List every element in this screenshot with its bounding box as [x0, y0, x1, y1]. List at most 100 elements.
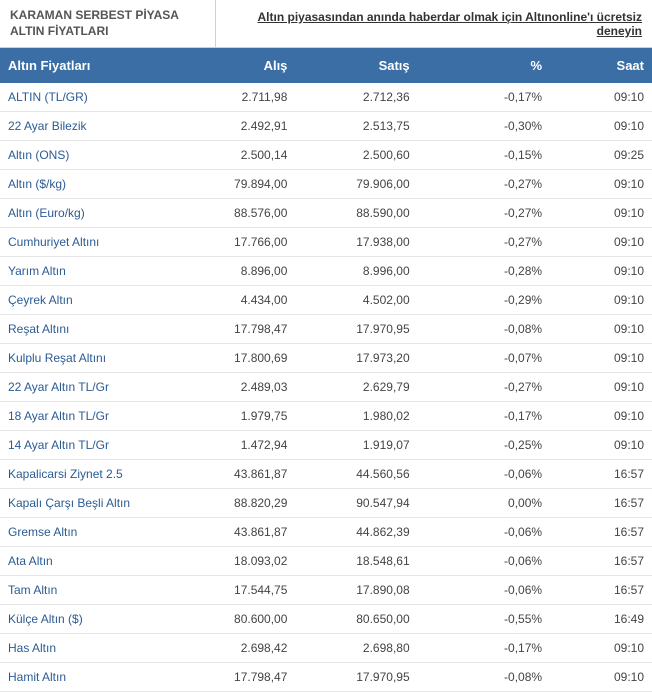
cell-sell: 2.500,60	[295, 141, 417, 170]
table-row[interactable]: 18 Ayar Altın TL/Gr1.979,751.980,02-0,17…	[0, 402, 652, 431]
cell-buy: 2.492,91	[183, 112, 295, 141]
table-row[interactable]: Tam Altın17.544,7517.890,08-0,06%16:57	[0, 576, 652, 605]
cell-sell: 18.548,61	[295, 547, 417, 576]
cell-pct: -0,29%	[418, 286, 550, 315]
cell-pct: -0,06%	[418, 460, 550, 489]
cell-pct: -0,07%	[418, 344, 550, 373]
cell-buy: 18.093,02	[183, 547, 295, 576]
promo-link[interactable]: Altın piyasasından anında haberdar olmak…	[216, 0, 652, 47]
cell-name: ALTIN (TL/GR)	[0, 83, 183, 112]
cell-buy: 2.500,14	[183, 141, 295, 170]
cell-time: 09:10	[550, 112, 652, 141]
cell-pct: -0,25%	[418, 431, 550, 460]
table-row[interactable]: Hamit Altın17.798,4717.970,95-0,08%09:10	[0, 663, 652, 692]
table-row[interactable]: Altın ($/kg)79.894,0079.906,00-0,27%09:1…	[0, 170, 652, 199]
page-title: KARAMAN SERBEST PİYASA ALTIN FİYATLARI	[0, 0, 216, 47]
cell-buy: 88.820,29	[183, 489, 295, 518]
cell-pct: -0,27%	[418, 199, 550, 228]
table-row[interactable]: Yarım Altın8.896,008.996,00-0,28%09:10	[0, 257, 652, 286]
cell-name: 22 Ayar Bilezik	[0, 112, 183, 141]
cell-pct: -0,06%	[418, 576, 550, 605]
cell-sell: 80.650,00	[295, 605, 417, 634]
table-row[interactable]: Cumhuriyet Altını17.766,0017.938,00-0,27…	[0, 228, 652, 257]
table-row[interactable]: Gremse Altın43.861,8744.862,39-0,06%16:5…	[0, 518, 652, 547]
cell-buy: 2.711,98	[183, 83, 295, 112]
cell-buy: 43.861,87	[183, 460, 295, 489]
table-row[interactable]: Reşat Altını17.798,4717.970,95-0,08%09:1…	[0, 315, 652, 344]
cell-pct: -0,30%	[418, 112, 550, 141]
table-row[interactable]: Kulplu Reşat Altını17.800,6917.973,20-0,…	[0, 344, 652, 373]
table-row[interactable]: Kapalicarsi Ziynet 2.543.861,8744.560,56…	[0, 460, 652, 489]
cell-time: 16:57	[550, 518, 652, 547]
table-row[interactable]: Altın (Euro/kg)88.576,0088.590,00-0,27%0…	[0, 199, 652, 228]
cell-sell: 17.938,00	[295, 228, 417, 257]
cell-sell: 79.906,00	[295, 170, 417, 199]
cell-sell: 4.502,00	[295, 286, 417, 315]
cell-time: 16:57	[550, 547, 652, 576]
col-name: Altın Fiyatları	[0, 48, 183, 83]
cell-time: 09:10	[550, 199, 652, 228]
col-sell: Satış	[295, 48, 417, 83]
table-row[interactable]: ALTIN (TL/GR)2.711,982.712,36-0,17%09:10	[0, 83, 652, 112]
cell-sell: 2.698,80	[295, 634, 417, 663]
col-pct: %	[418, 48, 550, 83]
table-row[interactable]: 14 Ayar Altın TL/Gr1.472,941.919,07-0,25…	[0, 431, 652, 460]
cell-pct: -0,27%	[418, 228, 550, 257]
table-row[interactable]: Çeyrek Altın4.434,004.502,00-0,29%09:10	[0, 286, 652, 315]
cell-time: 16:57	[550, 576, 652, 605]
table-row[interactable]: 22 Ayar Altın TL/Gr2.489,032.629,79-0,27…	[0, 373, 652, 402]
table-row[interactable]: 22 Ayar Bilezik2.492,912.513,75-0,30%09:…	[0, 112, 652, 141]
cell-name: Has Altın	[0, 634, 183, 663]
cell-sell: 1.980,02	[295, 402, 417, 431]
cell-name: Yarım Altın	[0, 257, 183, 286]
cell-sell: 17.970,95	[295, 315, 417, 344]
cell-time: 16:57	[550, 489, 652, 518]
cell-buy: 17.798,47	[183, 663, 295, 692]
cell-pct: -0,08%	[418, 663, 550, 692]
cell-name: 14 Ayar Altın TL/Gr	[0, 431, 183, 460]
cell-buy: 2.489,03	[183, 373, 295, 402]
table-row[interactable]: Külçe Altın ($)80.600,0080.650,00-0,55%1…	[0, 605, 652, 634]
cell-buy: 17.798,47	[183, 315, 295, 344]
cell-buy: 43.861,87	[183, 518, 295, 547]
table-row[interactable]: Has Altın2.698,422.698,80-0,17%09:10	[0, 634, 652, 663]
cell-pct: -0,17%	[418, 634, 550, 663]
col-time: Saat	[550, 48, 652, 83]
cell-time: 09:10	[550, 286, 652, 315]
cell-name: Altın (Euro/kg)	[0, 199, 183, 228]
cell-name: Reşat Altını	[0, 315, 183, 344]
cell-time: 09:10	[550, 170, 652, 199]
table-row[interactable]: Ata Altın18.093,0218.548,61-0,06%16:57	[0, 547, 652, 576]
cell-buy: 17.544,75	[183, 576, 295, 605]
cell-buy: 4.434,00	[183, 286, 295, 315]
cell-buy: 79.894,00	[183, 170, 295, 199]
cell-name: Hamit Altın	[0, 663, 183, 692]
col-buy: Alış	[183, 48, 295, 83]
cell-sell: 90.547,94	[295, 489, 417, 518]
cell-time: 09:10	[550, 83, 652, 112]
cell-pct: -0,27%	[418, 373, 550, 402]
table-header-row: Altın Fiyatları Alış Satış % Saat	[0, 48, 652, 83]
cell-buy: 17.800,69	[183, 344, 295, 373]
cell-buy: 2.698,42	[183, 634, 295, 663]
cell-time: 09:10	[550, 402, 652, 431]
cell-time: 09:10	[550, 663, 652, 692]
cell-pct: -0,28%	[418, 257, 550, 286]
cell-pct: -0,15%	[418, 141, 550, 170]
cell-name: Kapalicarsi Ziynet 2.5	[0, 460, 183, 489]
cell-time: 09:10	[550, 373, 652, 402]
cell-sell: 17.973,20	[295, 344, 417, 373]
table-row[interactable]: Altın (ONS)2.500,142.500,60-0,15%09:25	[0, 141, 652, 170]
cell-sell: 1.919,07	[295, 431, 417, 460]
cell-time: 09:25	[550, 141, 652, 170]
cell-sell: 2.712,36	[295, 83, 417, 112]
table-row[interactable]: Kapalı Çarşı Beşli Altın88.820,2990.547,…	[0, 489, 652, 518]
price-table: Altın Fiyatları Alış Satış % Saat ALTIN …	[0, 48, 652, 692]
cell-sell: 88.590,00	[295, 199, 417, 228]
cell-pct: 0,00%	[418, 489, 550, 518]
cell-name: 22 Ayar Altın TL/Gr	[0, 373, 183, 402]
top-bar: KARAMAN SERBEST PİYASA ALTIN FİYATLARI A…	[0, 0, 652, 48]
cell-sell: 2.513,75	[295, 112, 417, 141]
cell-name: Ata Altın	[0, 547, 183, 576]
cell-buy: 8.896,00	[183, 257, 295, 286]
